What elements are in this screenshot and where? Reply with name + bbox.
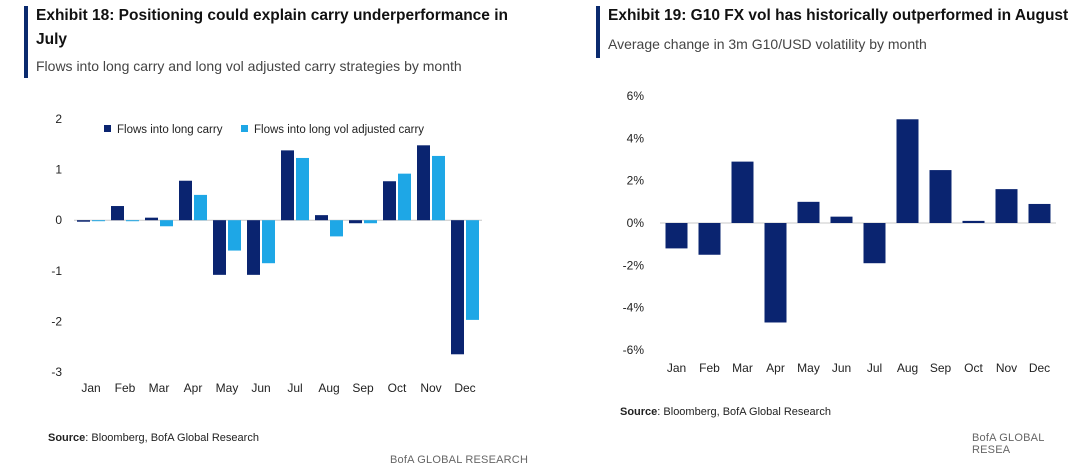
x-tick-label: Apr	[766, 361, 785, 375]
bar-dec-s1	[1028, 203, 1051, 223]
y-tick-label: -3	[51, 365, 62, 379]
bar-feb-s1	[111, 206, 124, 221]
accent-bar	[24, 6, 28, 78]
y-tick-label: 4%	[627, 131, 645, 145]
x-tick-label: Aug	[897, 361, 918, 375]
bar-jul-s1	[863, 223, 886, 264]
bar-feb-s2	[126, 220, 139, 222]
source-text: : Bloomberg, BofA Global Research	[85, 432, 259, 444]
bar-oct-s1	[962, 220, 985, 223]
bar-jun-s2	[262, 220, 275, 264]
x-tick-label: Mar	[732, 361, 753, 375]
x-tick-label: Jun	[251, 381, 270, 395]
y-tick-label: 6%	[627, 89, 645, 103]
bar-mar-s1	[731, 161, 754, 223]
x-tick-label: Oct	[964, 361, 983, 375]
x-tick-label: Jan	[667, 361, 686, 375]
x-tick-label: Dec	[454, 381, 475, 395]
bar-jul-s2	[296, 157, 309, 221]
x-tick-label: Dec	[1029, 361, 1050, 375]
exhibit-18-chart: 2 1 0 -1 -2 -3 Jan Feb Mar Apr May Jun Jul Aug Sep Oct N…	[51, 112, 482, 395]
bar-may-s1	[797, 201, 820, 223]
bar-apr-s1	[764, 223, 787, 323]
exhibit-18-subtitle: Flows into long carry and long vol adjus…	[36, 58, 462, 74]
bar-oct-s1	[383, 181, 396, 221]
y-tick-label: 1	[55, 163, 62, 177]
x-tick-label: Nov	[420, 381, 441, 395]
bar-jan-s1	[665, 223, 688, 249]
exhibit-19-title: Exhibit 19: G10 FX vol has historically …	[608, 7, 1069, 24]
x-tick-label: Apr	[184, 381, 203, 395]
exhibit-18-footer: BofA GLOBAL RESEARCH	[390, 454, 529, 466]
y-tick-label: -4%	[623, 301, 645, 315]
y-tick-label: -2	[51, 314, 62, 328]
bar-mar-s2	[160, 220, 173, 227]
bar-mar-s1	[145, 217, 158, 221]
bar-apr-s1	[179, 180, 192, 221]
exhibit-19-source: Source: Bloomberg, BofA Global Research	[620, 406, 831, 418]
legend-swatch	[104, 125, 111, 132]
bar-may-s2	[228, 220, 241, 251]
x-tick-label: Jan	[81, 381, 100, 395]
bar-jun-s1	[247, 220, 260, 275]
y-tick-label: -6%	[623, 343, 645, 357]
bar-oct-s2	[398, 173, 411, 221]
accent-bar	[596, 6, 600, 58]
bar-aug-s1	[896, 119, 919, 223]
bar-dec-s2	[466, 220, 479, 320]
exhibit-18-title: Exhibit 18: Positioning could explain ca…	[36, 7, 508, 48]
exhibit-18-panel: Exhibit 18: Positioning could explain ca…	[0, 0, 530, 468]
bar-jan-s1	[77, 220, 90, 222]
y-tick-label: -2%	[623, 258, 645, 272]
legend-label: Flows into long vol adjusted carry	[254, 124, 424, 136]
bar-jul-s1	[281, 150, 294, 221]
y-tick-label: 0%	[627, 216, 645, 230]
exhibit-19-subtitle: Average change in 3m G10/USD volatility …	[608, 36, 927, 52]
source-label: Source	[48, 432, 86, 444]
x-tick-label: Aug	[318, 381, 339, 395]
y-tick-label: 2%	[627, 174, 645, 188]
x-tick-label: Feb	[699, 361, 720, 375]
bar-sep-s1	[929, 170, 952, 223]
x-tick-label: May	[216, 381, 239, 395]
bar-jan-s2	[92, 220, 105, 222]
x-tick-label: Sep	[930, 361, 952, 375]
bar-apr-s2	[194, 194, 207, 221]
bar-nov-s2	[432, 155, 445, 221]
legend-label: Flows into long carry	[117, 124, 223, 136]
source-label: Source	[620, 406, 658, 418]
x-tick-label: Mar	[149, 381, 170, 395]
bar-dec-s1	[451, 220, 464, 355]
source-text: : Bloomberg, BofA Global Research	[657, 406, 831, 418]
y-tick-label: 2	[55, 112, 62, 126]
bar-sep-s1	[349, 220, 362, 224]
x-tick-label: Jun	[832, 361, 851, 375]
bar-aug-s1	[315, 215, 328, 221]
y-tick-label: 0	[55, 213, 62, 227]
bar-may-s1	[213, 220, 226, 275]
x-tick-label: Feb	[115, 381, 136, 395]
exhibit-19-chart: 6% 4% 2% 0% -2% -4% -6% Jan Feb Mar Apr May Jun Jul Au…	[623, 89, 1056, 375]
bar-feb-s1	[698, 223, 721, 255]
x-tick-label: Oct	[388, 381, 407, 395]
y-tick-label: -1	[51, 264, 62, 278]
bar-aug-s2	[330, 220, 343, 237]
exhibit-18-source: Source: Bloomberg, BofA Global Research	[48, 432, 259, 444]
bar-jun-s1	[830, 216, 853, 223]
exhibit-19-footer: BofA GLOBAL RESEA	[972, 432, 1045, 456]
bar-nov-s1	[417, 145, 430, 221]
exhibit-19-panel: Exhibit 19: G10 FX vol has historically …	[590, 0, 1080, 468]
legend-swatch	[241, 125, 248, 132]
bar-nov-s1	[995, 189, 1018, 223]
x-tick-label: Jul	[287, 381, 302, 395]
x-tick-label: Sep	[352, 381, 374, 395]
bar-sep-s2	[364, 220, 377, 224]
x-tick-label: Jul	[867, 361, 882, 375]
x-tick-label: May	[797, 361, 820, 375]
x-tick-label: Nov	[996, 361, 1017, 375]
